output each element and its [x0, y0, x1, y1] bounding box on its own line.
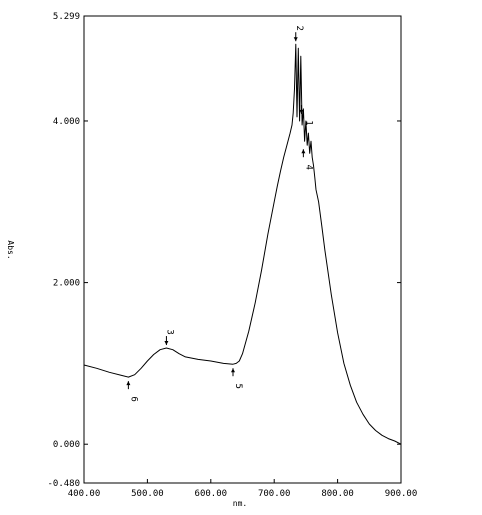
peak-arrowhead — [301, 149, 306, 154]
peak-annotations: 1 2 3 4 5 6 — [126, 25, 313, 402]
x-tick-label: 500.00 — [131, 489, 164, 499]
plot-frame — [83, 15, 402, 484]
peak-arrowhead — [299, 109, 304, 114]
peak-marker-1: 1 — [299, 104, 313, 126]
peak-label: 5 — [233, 383, 243, 388]
y-tick-label: 4.000 — [53, 117, 80, 127]
peak-marker-5: 5 — [230, 368, 243, 389]
peak-arrowhead — [164, 341, 169, 346]
series-layer — [83, 43, 402, 445]
axis-ticks: 400.00 500.00 600.00 700.00 800.00 900.00 -0.4… — [47, 12, 417, 499]
peak-arrowhead — [126, 381, 131, 386]
peak-label: 2 — [294, 25, 304, 30]
peak-label: 3 — [164, 329, 174, 334]
y-tick-label: 2.000 — [53, 279, 80, 289]
peak-marker-2: 2 — [293, 25, 304, 42]
peak-label: 4 — [303, 165, 313, 170]
x-tick-label: 900.00 — [385, 489, 418, 499]
y-tick-label: 5.299 — [53, 12, 80, 22]
peak-marker-6: 6 — [126, 381, 138, 402]
y-axis-label: Abs. — [6, 240, 15, 259]
y-tick-label: -0.480 — [47, 479, 80, 489]
peak-arrowhead — [230, 368, 235, 373]
peak-label: 1 — [303, 120, 313, 125]
x-tick-label: 800.00 — [321, 489, 354, 499]
series-line-0 — [83, 43, 402, 445]
x-tick-label: 700.00 — [258, 489, 291, 499]
peak-arrowhead — [293, 37, 298, 42]
y-tick-label: 0.000 — [53, 440, 80, 450]
x-tick-label: 400.00 — [68, 489, 101, 499]
x-axis-label: nm. — [233, 499, 247, 508]
peak-marker-4: 4 — [301, 149, 313, 170]
peak-label: 6 — [128, 396, 138, 401]
peak-marker-3: 3 — [164, 329, 174, 346]
x-tick-label: 600.00 — [195, 489, 228, 499]
